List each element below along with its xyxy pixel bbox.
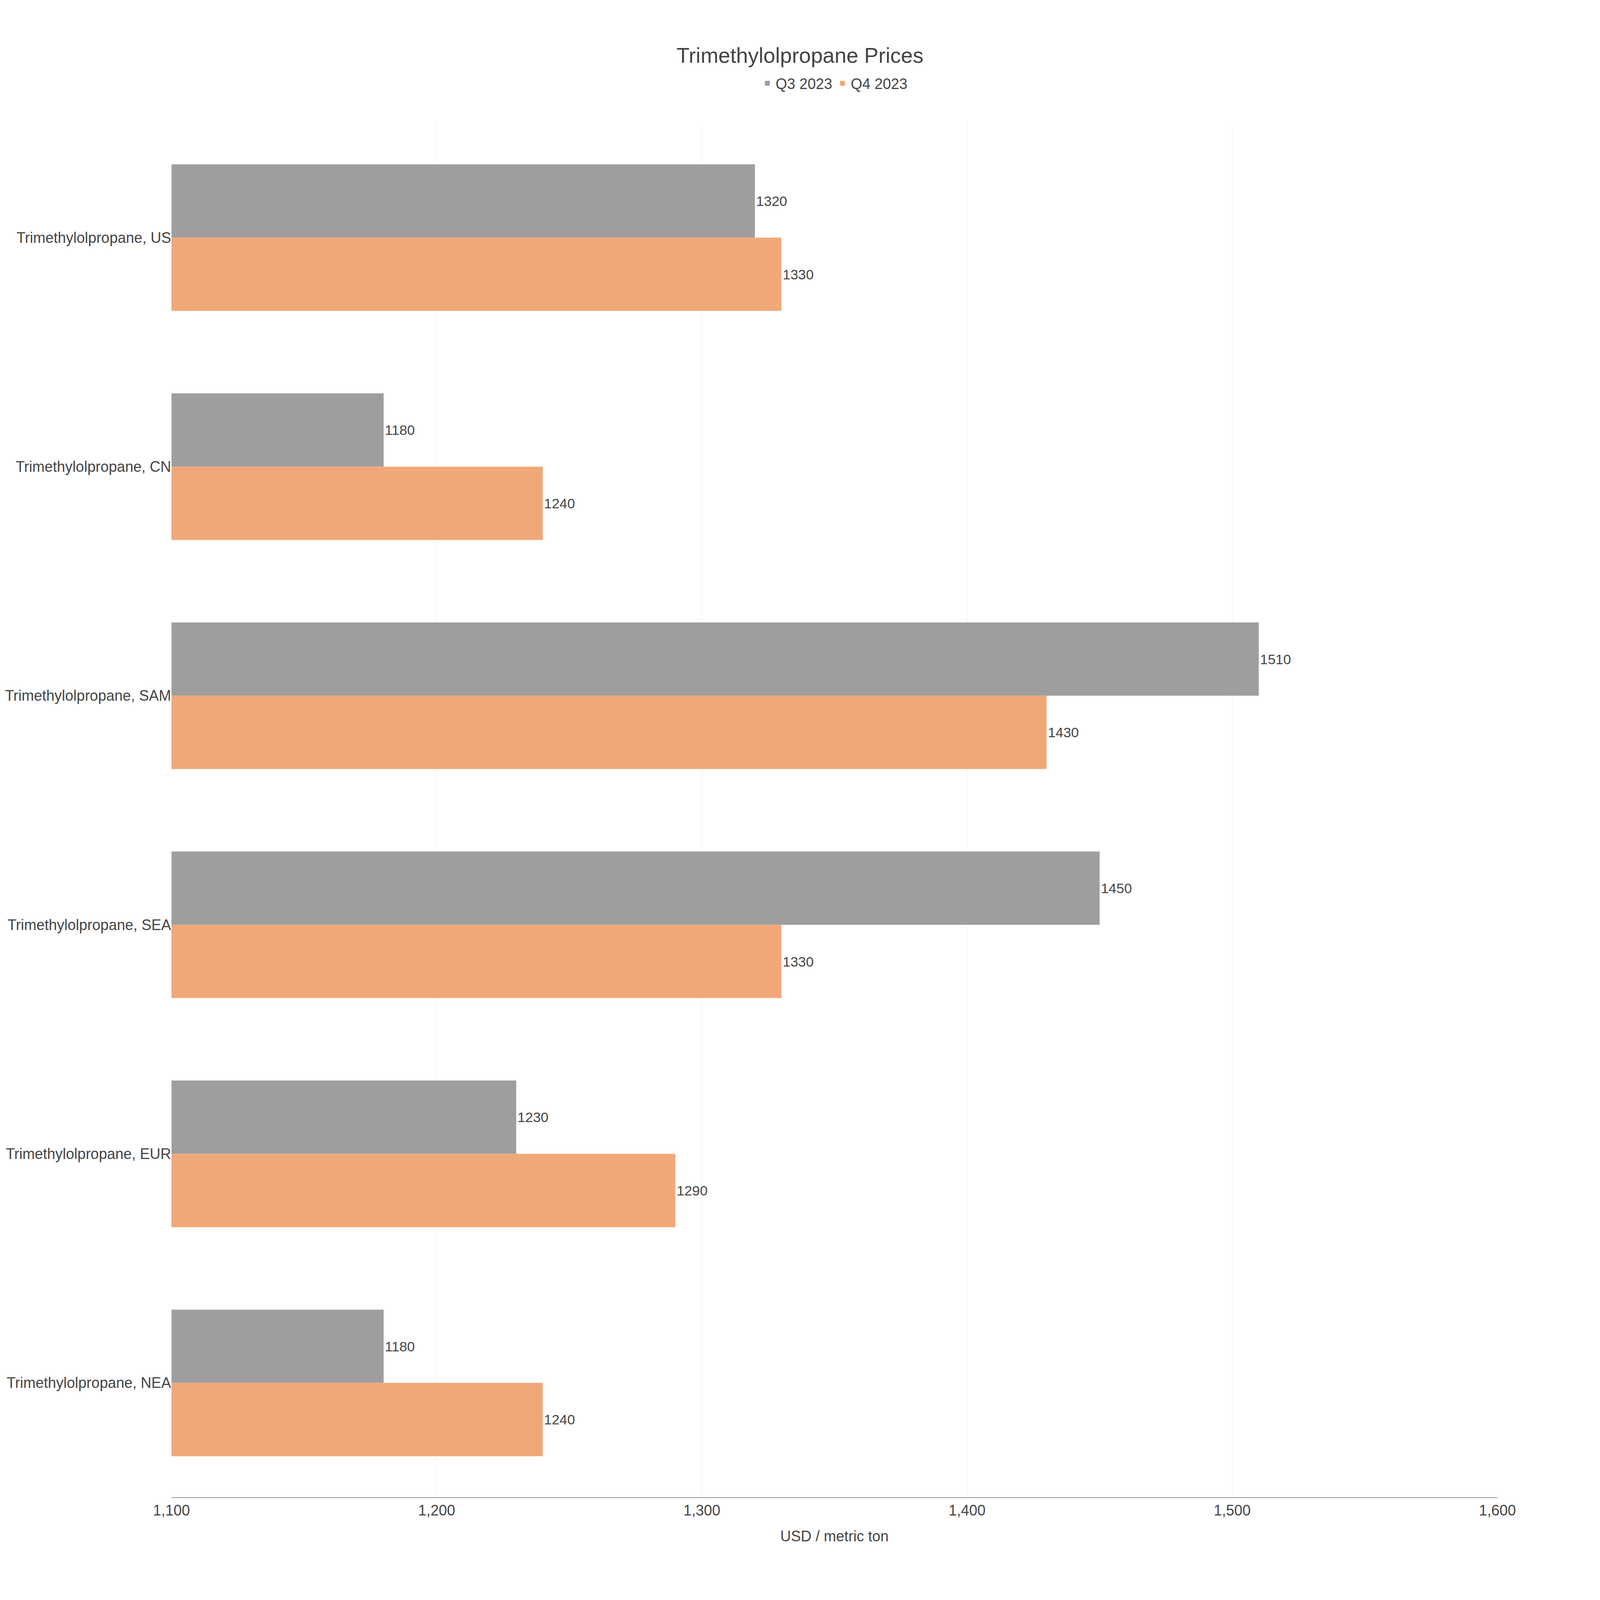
svg-text:1,200: 1,200 — [418, 1501, 455, 1519]
svg-text:USD / metric ton: USD / metric ton — [780, 1527, 889, 1545]
svg-text:1290: 1290 — [676, 1182, 708, 1199]
svg-text:1510: 1510 — [1259, 651, 1292, 668]
svg-text:1240: 1240 — [544, 495, 576, 512]
svg-text:Trimethylolpropane, EUR: Trimethylolpropane, EUR — [5, 1145, 172, 1163]
svg-text:1,400: 1,400 — [948, 1501, 986, 1519]
svg-text:1,100: 1,100 — [153, 1501, 190, 1519]
svg-text:Trimethylolpropane, SAM: Trimethylolpropane, SAM — [4, 687, 172, 704]
svg-text:1,300: 1,300 — [683, 1501, 721, 1519]
svg-text:1,600: 1,600 — [1478, 1501, 1516, 1519]
svg-text:1180: 1180 — [384, 1338, 415, 1355]
svg-text:1,500: 1,500 — [1213, 1501, 1251, 1519]
svg-text:1330: 1330 — [782, 953, 814, 970]
svg-text:Q4 2023: Q4 2023 — [850, 75, 908, 93]
svg-text:1450: 1450 — [1100, 880, 1132, 896]
svg-text:Q3 2023: Q3 2023 — [775, 75, 833, 93]
svg-text:1180: 1180 — [384, 422, 415, 438]
svg-text:Trimethylolpropane Prices: Trimethylolpropane Prices — [676, 43, 924, 68]
svg-text:1320: 1320 — [756, 193, 788, 209]
svg-text:Trimethylolpropane, NEA: Trimethylolpropane, NEA — [6, 1374, 172, 1392]
svg-text:Trimethylolpropane, CN: Trimethylolpropane, CN — [15, 458, 172, 476]
svg-text:1230: 1230 — [517, 1109, 549, 1125]
svg-text:Trimethylolpropane, SEA: Trimethylolpropane, SEA — [7, 916, 172, 934]
svg-text:1330: 1330 — [782, 266, 814, 283]
svg-text:1240: 1240 — [544, 1411, 576, 1428]
svg-text:Trimethylolpropane, US: Trimethylolpropane, US — [16, 229, 172, 247]
svg-text:1430: 1430 — [1047, 724, 1079, 741]
